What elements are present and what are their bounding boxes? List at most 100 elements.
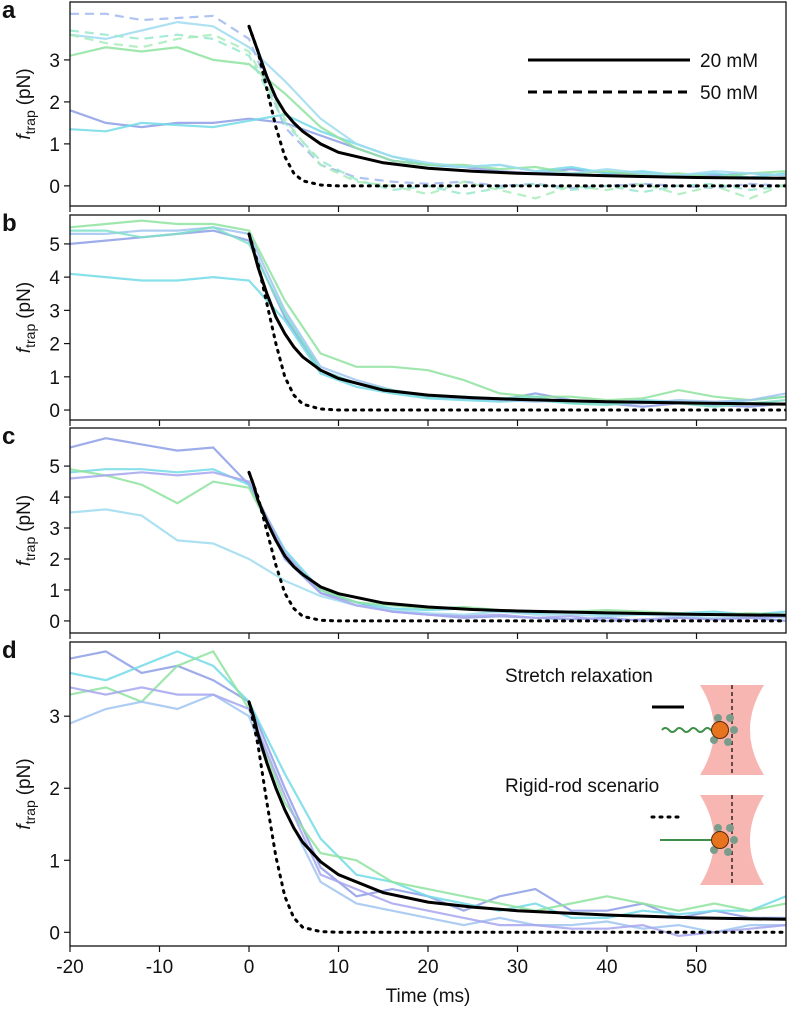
y-tick-label: 1 <box>49 581 60 602</box>
y-tick-label: 1 <box>49 135 60 156</box>
y-axis-label-part: f <box>14 133 35 140</box>
legend-label: 50 mM <box>700 83 758 104</box>
model-curve <box>247 700 786 934</box>
protein <box>724 738 732 746</box>
annotation: Stretch relaxation <box>505 666 653 687</box>
y-axis-label-part: f <box>14 559 35 566</box>
protein <box>730 836 738 844</box>
y-axis-label-part: f <box>14 346 35 353</box>
annotation: Rigid-rod scenario <box>505 776 659 797</box>
force-trace <box>70 272 786 405</box>
y-tick-label: 3 <box>49 301 60 322</box>
force-trace <box>70 229 786 408</box>
force-trace <box>70 46 786 179</box>
y-tick-label: 2 <box>49 93 60 114</box>
model-curve <box>247 471 786 617</box>
force-trace <box>70 468 786 616</box>
y-axis-label-part: trap <box>22 324 38 348</box>
y-tick-label: 4 <box>49 488 60 509</box>
force-trace <box>70 226 786 408</box>
y-tick-label: 0 <box>49 401 60 422</box>
model-curve <box>247 233 786 406</box>
panel: d ftrap (pN) 0 1 2 3 -20 -10 0 10 20 30 40 50 Time (ms)… <box>2 637 787 1007</box>
y-tick-label: 0 <box>49 923 60 944</box>
model-curve <box>247 470 786 623</box>
y-axis-label-part: f <box>14 823 35 830</box>
y-axis-label-part: (pN) <box>14 282 35 319</box>
x-axis-label: Time (ms) <box>386 986 471 1007</box>
y-axis-label-part: (pN) <box>14 495 35 532</box>
force-trace <box>70 226 786 405</box>
panel-label: c <box>2 423 15 450</box>
panel-label: a <box>2 0 16 24</box>
panel: b ftrap (pN) 0 1 2 3 4 5 <box>2 210 787 426</box>
y-axis-label: ftrap (pN) <box>14 282 38 353</box>
x-tick-label: 40 <box>596 957 617 978</box>
y-tick-label: 5 <box>49 457 60 478</box>
bead <box>711 831 729 849</box>
force-trace <box>70 508 786 619</box>
y-axis-label: ftrap (pN) <box>14 68 38 139</box>
y-tick-label: 0 <box>49 612 60 633</box>
y-tick-label: 3 <box>49 519 60 540</box>
panel: a ftrap (pN) 0 1 2 3 20 mM 50 mM <box>2 0 787 212</box>
panel-label: d <box>2 637 17 664</box>
force-trace <box>70 650 786 912</box>
y-tick-label: 3 <box>49 707 60 728</box>
force-trace <box>70 686 786 938</box>
y-axis-label-part: trap <box>22 800 38 824</box>
y-tick-label: 5 <box>49 235 60 256</box>
y-axis-label-part: trap <box>22 537 38 561</box>
tether <box>661 727 719 733</box>
legend-label: 20 mM <box>700 51 758 72</box>
y-axis-label: ftrap (pN) <box>14 495 38 566</box>
force-trace <box>70 437 786 623</box>
panel-label: b <box>2 210 17 237</box>
model-curve <box>247 701 786 921</box>
y-tick-label: 1 <box>49 851 60 872</box>
force-trace <box>70 219 786 402</box>
force-trace <box>70 693 786 934</box>
force-trace <box>70 33 786 200</box>
force-trace <box>70 20 786 177</box>
y-tick-label: 2 <box>49 335 60 356</box>
bead <box>711 721 729 739</box>
model-curve <box>247 25 786 180</box>
force-trace <box>70 650 786 920</box>
model-curve <box>247 232 786 412</box>
x-tick-label: 50 <box>686 957 707 978</box>
x-tick-label: 30 <box>507 957 528 978</box>
y-tick-label: 0 <box>49 177 60 198</box>
protein <box>726 714 734 722</box>
protein <box>726 824 734 832</box>
protein <box>714 714 722 722</box>
plot-frame <box>69 214 787 421</box>
y-axis-label: ftrap (pN) <box>14 758 38 829</box>
x-tick-label: -10 <box>146 957 173 978</box>
protein <box>714 824 722 832</box>
force-trace <box>70 29 786 196</box>
y-axis-label-part: (pN) <box>14 758 35 795</box>
force-trace <box>70 650 786 919</box>
y-tick-label: 2 <box>49 550 60 571</box>
y-tick-label: 2 <box>49 779 60 800</box>
x-tick-label: 20 <box>417 957 438 978</box>
force-trace <box>70 468 786 616</box>
force-trace <box>70 471 786 623</box>
plot-frame <box>69 1 787 207</box>
protein <box>730 726 738 734</box>
y-tick-label: 3 <box>49 51 60 72</box>
y-axis-label-part: trap <box>22 110 38 134</box>
y-tick-label: 1 <box>49 368 60 389</box>
y-axis-label-part: (pN) <box>14 68 35 105</box>
protein <box>724 848 732 856</box>
y-tick-label: 4 <box>49 268 60 289</box>
x-tick-label: 10 <box>328 957 349 978</box>
x-tick-label: -20 <box>56 957 83 978</box>
plot-frame <box>69 641 787 947</box>
x-tick-label: 0 <box>244 957 255 978</box>
panel: c ftrap (pN) 0 1 2 3 4 5 <box>2 423 787 639</box>
plot-frame <box>69 427 787 634</box>
